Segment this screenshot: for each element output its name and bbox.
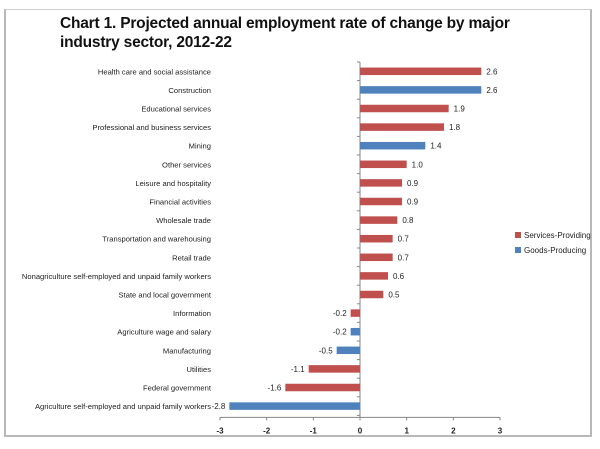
category-label: Federal government: [143, 384, 212, 393]
category-label: Wholesale trade: [156, 216, 211, 225]
chart-title: Chart 1. Projected annual employment rat…: [60, 15, 510, 51]
bar: [360, 272, 388, 280]
category-label: Educational services: [141, 105, 211, 114]
bar: [336, 346, 360, 355]
category-label: Health care and social assistance: [98, 67, 211, 76]
value-label: 0.7: [398, 253, 410, 262]
bar: [360, 290, 384, 299]
category-label: Leisure and hospitality: [135, 179, 211, 188]
category-label: Utilities: [187, 365, 212, 374]
value-label: -2.8: [212, 402, 226, 411]
category-label: Mining: [189, 142, 211, 151]
bar: [350, 327, 360, 336]
bar: [350, 309, 360, 317]
value-label: 1.4: [430, 142, 442, 151]
bar: [360, 253, 393, 262]
value-label: -0.2: [333, 328, 347, 337]
value-label: 0.5: [388, 291, 400, 300]
category-label: Agriculture self-employed and unpaid fam…: [35, 402, 211, 411]
category-label: Professional and business services: [92, 123, 211, 132]
bar: [360, 197, 402, 206]
bar: [360, 67, 482, 76]
value-label: 0.9: [407, 179, 419, 188]
bar: [360, 104, 449, 113]
category-label: Manufacturing: [163, 346, 211, 355]
bar: [360, 141, 426, 150]
category-label: Nonagriculture self-employed and unpaid …: [22, 272, 211, 281]
legend-swatch: [515, 232, 521, 238]
category-label: State and local government: [119, 291, 212, 300]
bar: [285, 383, 360, 392]
category-label: Construction: [168, 86, 211, 95]
value-label: -0.5: [319, 346, 333, 355]
value-label: 0.6: [393, 272, 405, 281]
bar: [229, 402, 360, 410]
value-tick-label: 3: [498, 426, 503, 435]
value-tick-label: 2: [451, 426, 456, 435]
bar: [360, 216, 398, 224]
chart-frame: [4, 9, 592, 437]
value-label: 2.6: [486, 67, 498, 76]
value-label: 2.6: [486, 86, 498, 95]
bar: [360, 234, 393, 243]
category-label: Information: [173, 309, 211, 318]
bar: [360, 86, 482, 94]
bar: [360, 179, 402, 187]
value-tick-label: -2: [263, 426, 271, 435]
value-label: -1.1: [291, 365, 305, 374]
legend-label: Goods-Producing: [524, 246, 586, 255]
bar: [360, 160, 407, 169]
category-label: Agriculture wage and salary: [117, 328, 211, 337]
value-label: 0.7: [398, 235, 410, 244]
category-label: Retail trade: [172, 253, 211, 262]
legend-label: Services-Providing: [524, 231, 591, 240]
value-label: -1.6: [268, 384, 282, 393]
value-label: 0.9: [407, 198, 419, 207]
category-label: Transportation and warehousing: [102, 235, 211, 244]
legend-swatch: [515, 247, 521, 253]
value-label: -0.2: [333, 309, 347, 318]
value-label: 1.9: [454, 105, 466, 114]
value-label: 1.8: [449, 123, 461, 132]
value-tick-label: 0: [358, 426, 363, 435]
value-tick-label: 1: [404, 426, 409, 435]
value-label: 1.0: [412, 160, 424, 169]
value-label: 0.8: [402, 216, 414, 225]
category-label: Financial activities: [149, 198, 211, 207]
bar: [308, 365, 360, 373]
bar: [360, 123, 444, 131]
value-tick-label: -3: [216, 426, 224, 435]
value-tick-label: -1: [310, 426, 318, 435]
category-label: Other services: [162, 160, 211, 169]
